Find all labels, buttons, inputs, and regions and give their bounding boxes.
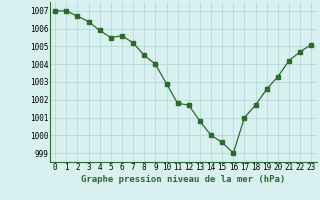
- X-axis label: Graphe pression niveau de la mer (hPa): Graphe pression niveau de la mer (hPa): [81, 175, 285, 184]
